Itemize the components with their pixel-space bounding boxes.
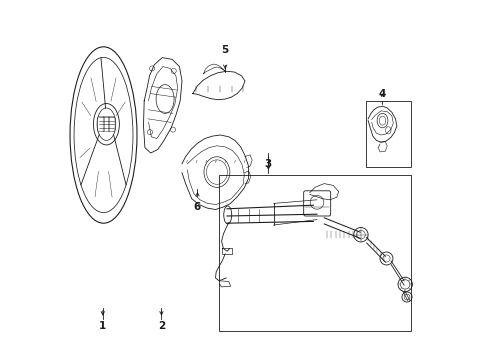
Text: 1: 1 [99, 321, 106, 331]
Text: 5: 5 [221, 45, 229, 55]
Text: 2: 2 [158, 321, 165, 331]
Text: 4: 4 [378, 89, 386, 99]
Bar [219, 175, 411, 331]
Text: 3: 3 [265, 159, 272, 169]
Bar [366, 101, 411, 167]
Text: 6: 6 [194, 202, 201, 212]
